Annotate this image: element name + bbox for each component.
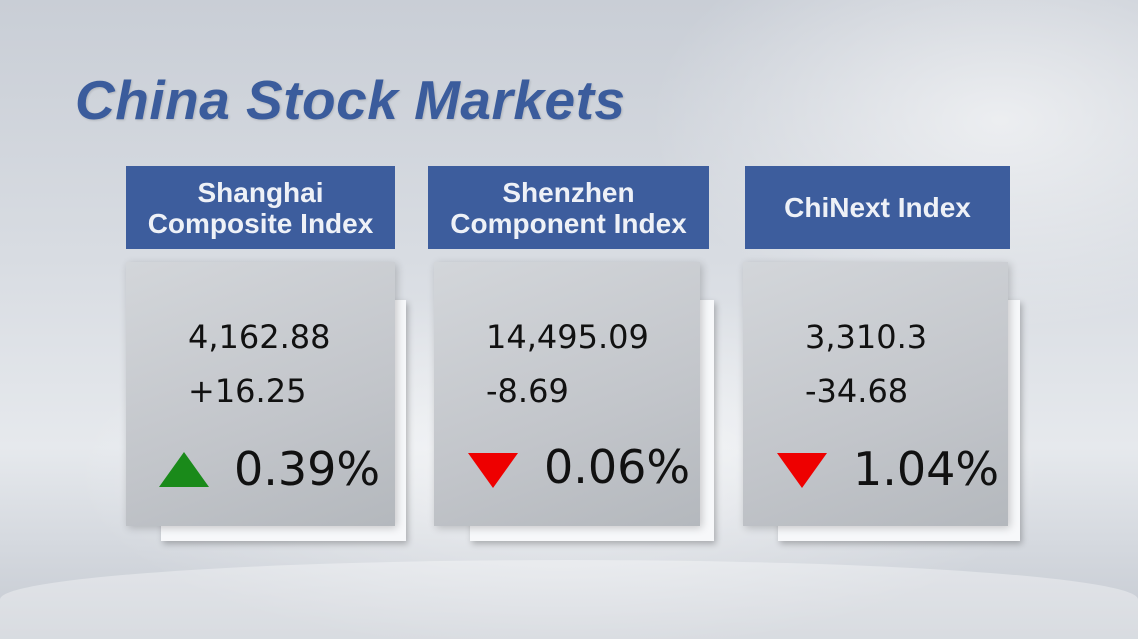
index-name: Shanghai Composite Index <box>126 166 395 249</box>
card-body: 3,310.3 -34.68 1.04% <box>743 262 1008 526</box>
page-title: China Stock Markets <box>75 69 626 131</box>
index-change: -34.68 <box>805 372 909 410</box>
triangle-down-icon <box>468 453 518 488</box>
index-name: Shenzhen Component Index <box>428 166 709 249</box>
triangle-down-icon <box>777 453 827 488</box>
index-name: ChiNext Index <box>745 166 1010 249</box>
background-swoosh <box>0 560 1138 639</box>
card-body: 4,162.88 +16.25 0.39% <box>126 262 395 526</box>
index-value: 14,495.09 <box>486 318 649 356</box>
index-change: -8.69 <box>486 372 569 410</box>
index-percent: 0.06% <box>544 440 691 494</box>
index-change: +16.25 <box>188 372 307 410</box>
card-body: 14,495.09 -8.69 0.06% <box>434 262 700 526</box>
index-value: 3,310.3 <box>805 318 928 356</box>
index-percent: 1.04% <box>853 442 1000 496</box>
triangle-up-icon <box>159 452 209 487</box>
index-percent: 0.39% <box>234 442 381 496</box>
index-value: 4,162.88 <box>188 318 331 356</box>
